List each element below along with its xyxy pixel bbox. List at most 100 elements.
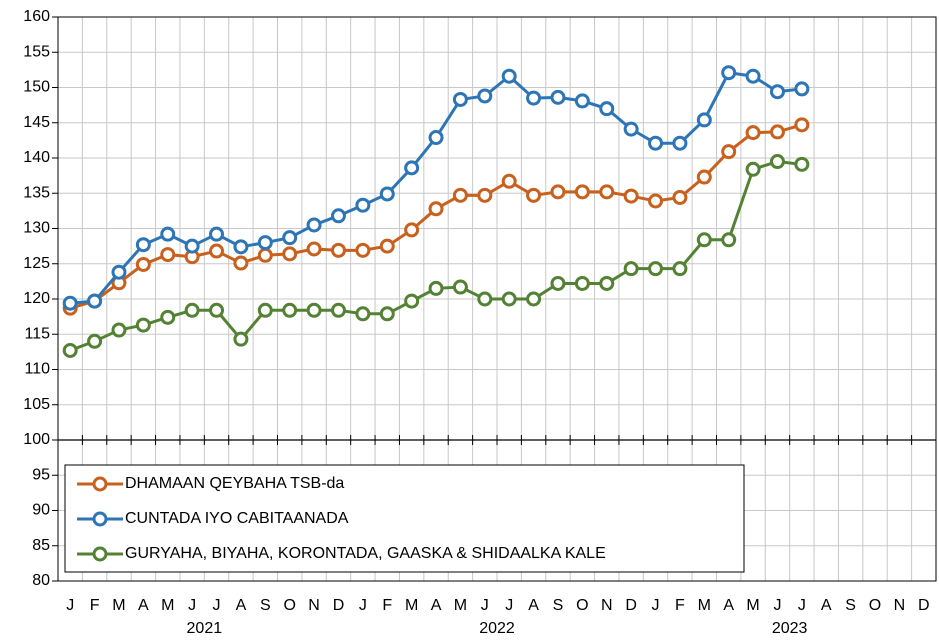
y-tick-label: 90: [32, 502, 50, 519]
point: [87, 293, 103, 309]
point: [62, 342, 78, 358]
x-tick-label: D: [918, 597, 930, 614]
point: [111, 264, 127, 280]
point: [574, 93, 590, 109]
point: [550, 275, 566, 291]
point: [623, 261, 639, 277]
point: [501, 173, 517, 189]
y-tick-label: 115: [24, 325, 50, 342]
point: [282, 246, 298, 262]
y-tick-label: 120: [23, 290, 50, 307]
point: [452, 187, 468, 203]
point: [257, 235, 273, 251]
point: [404, 293, 420, 309]
x-tick-label: S: [260, 597, 271, 614]
x-tick-label: A: [431, 597, 442, 614]
x-tick-label: S: [845, 597, 856, 614]
x-tick-label: A: [236, 597, 247, 614]
point: [745, 161, 761, 177]
point: [404, 160, 420, 176]
point: [721, 232, 737, 248]
point: [355, 242, 371, 258]
x-tick-label: J: [66, 597, 74, 614]
point: [574, 184, 590, 200]
y-tick-label: 100: [23, 431, 50, 448]
point: [672, 135, 688, 151]
year-label: 2021: [187, 620, 223, 637]
x-tick-label: F: [675, 597, 685, 614]
point: [184, 302, 200, 318]
point: [745, 68, 761, 84]
x-tick-label: O: [283, 597, 295, 614]
legend-box: [64, 464, 745, 573]
legend-marker: [92, 476, 108, 492]
y-tick-label: 110: [24, 361, 50, 378]
y-tick-label: 160: [23, 8, 50, 25]
x-tick-label: A: [821, 597, 832, 614]
x-tick-label: D: [333, 597, 345, 614]
point: [306, 217, 322, 233]
point: [135, 256, 151, 272]
point: [257, 247, 273, 263]
point: [648, 261, 664, 277]
point: [648, 135, 664, 151]
point: [672, 261, 688, 277]
point: [184, 238, 200, 254]
y-tick-label: 130: [23, 220, 50, 237]
point: [355, 306, 371, 322]
point: [135, 237, 151, 253]
point: [696, 232, 712, 248]
point: [745, 125, 761, 141]
point: [233, 255, 249, 271]
y-tick-label: 155: [23, 43, 50, 60]
x-tick-label: O: [576, 597, 588, 614]
x-tick-label: F: [382, 597, 392, 614]
legend-label: CUNTADA IYO CABITAANADA: [125, 510, 349, 527]
point: [769, 84, 785, 100]
point: [672, 189, 688, 205]
point: [599, 101, 615, 117]
point: [330, 242, 346, 258]
point: [62, 295, 78, 311]
point: [501, 291, 517, 307]
point: [330, 208, 346, 224]
point: [794, 81, 810, 97]
legend-label: GURYAHA, BIYAHA, KORONTADA, GAASKA & SHI…: [125, 545, 606, 562]
x-tick-label: M: [698, 597, 711, 614]
point: [526, 187, 542, 203]
point: [257, 302, 273, 318]
y-tick-label: 80: [32, 572, 50, 589]
point: [209, 226, 225, 242]
point: [379, 186, 395, 202]
point: [574, 275, 590, 291]
point: [501, 68, 517, 84]
x-tick-label: J: [213, 597, 221, 614]
x-tick-label: N: [308, 597, 320, 614]
x-tick-label: O: [869, 597, 881, 614]
point: [233, 331, 249, 347]
point: [87, 333, 103, 349]
x-tick-label: J: [188, 597, 196, 614]
point: [330, 302, 346, 318]
x-tick-label: J: [359, 597, 367, 614]
point: [452, 279, 468, 295]
x-tick-label: M: [112, 597, 125, 614]
point: [526, 291, 542, 307]
year-label: 2023: [772, 620, 808, 637]
point: [379, 238, 395, 254]
point: [282, 302, 298, 318]
point: [477, 187, 493, 203]
point: [306, 302, 322, 318]
point: [526, 90, 542, 106]
y-tick-label: 135: [23, 184, 50, 201]
legend-marker: [92, 511, 108, 527]
point: [623, 188, 639, 204]
point: [135, 317, 151, 333]
x-tick-label: N: [601, 597, 613, 614]
point: [160, 309, 176, 325]
y-tick-label: 140: [23, 149, 50, 166]
x-tick-label: N: [894, 597, 906, 614]
point: [721, 65, 737, 81]
point: [306, 241, 322, 257]
